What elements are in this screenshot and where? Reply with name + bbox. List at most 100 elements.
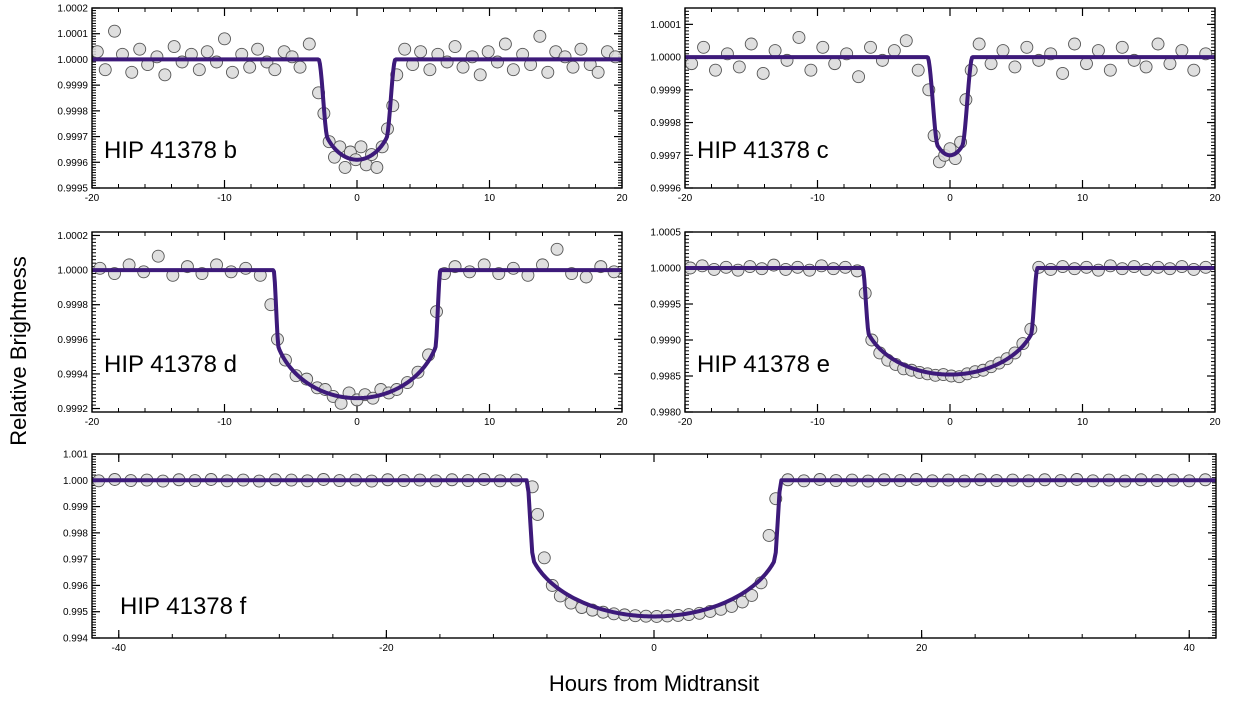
data-point <box>984 57 998 71</box>
panel-label: HIP 41378 b <box>104 137 237 164</box>
y-tick-label: 0.9990 <box>650 336 681 347</box>
panel-label: HIP 41378 d <box>104 351 237 378</box>
x-tick-label: -20 <box>379 643 394 654</box>
panel-1: 0.9995 0.9996 0.9997 0.9998 0.9999 1.0000 1.00… <box>57 4 628 205</box>
data-point <box>852 70 866 84</box>
panels-layer: 0.99950.99960.99970.99980.99991.00001.00… <box>57 4 1221 655</box>
panel-frame <box>91 453 1217 639</box>
data-point <box>803 263 816 277</box>
data-point <box>685 57 699 71</box>
data-point <box>541 65 555 79</box>
data-point <box>243 60 257 74</box>
data-point <box>1139 60 1153 74</box>
data-point <box>792 31 806 44</box>
y-tick-label: 1.0002 <box>57 231 88 242</box>
data-point <box>192 63 206 77</box>
data-point <box>744 37 758 51</box>
data-point <box>98 63 112 77</box>
data-point <box>1175 44 1189 57</box>
data-point <box>108 24 121 38</box>
data-point <box>531 508 545 521</box>
data-point <box>537 551 551 565</box>
data-point <box>1091 44 1105 57</box>
y-tick-label: 0.9996 <box>57 158 88 169</box>
data-point <box>972 37 986 51</box>
y-tick-label: 0.996 <box>63 581 88 592</box>
y-tick-label: 0.997 <box>63 555 88 566</box>
data-point <box>498 37 512 51</box>
y-tick-label: 0.9997 <box>57 132 88 143</box>
data-point <box>293 60 307 74</box>
data-point <box>302 37 316 51</box>
y-tick-label: 1.001 <box>63 450 88 461</box>
data-point <box>756 67 770 80</box>
y-tick-label: 0.9994 <box>57 369 88 380</box>
panel-5: 0.994 0.995 0.996 0.997 0.998 0.999 1.000 1.001… <box>63 450 1217 654</box>
y-tick-label: 0.9997 <box>650 151 681 162</box>
y-tick-label: 0.9995 <box>57 184 88 195</box>
x-tick-label: -20 <box>678 193 693 204</box>
y-tick-label: 0.995 <box>63 607 88 618</box>
data-point <box>225 65 239 79</box>
y-axis-title: Relative Brightness <box>6 256 31 446</box>
data-point <box>1187 63 1201 77</box>
data-point <box>735 595 749 609</box>
data-point <box>133 42 147 56</box>
x-tick-label: 20 <box>616 193 628 204</box>
x-tick-label: 40 <box>1184 643 1196 654</box>
y-tick-label: 1.0000 <box>57 266 88 277</box>
y-tick-label: 0.998 <box>63 528 88 539</box>
data-point <box>828 57 842 71</box>
data-point <box>864 40 877 54</box>
data-point <box>887 44 901 57</box>
transit-model-line <box>92 57 622 162</box>
y-tick-label: 0.9992 <box>57 404 88 415</box>
y-tick-label: 1.0005 <box>650 228 681 239</box>
data-point <box>456 60 470 74</box>
data-point <box>768 44 782 57</box>
data-point <box>697 40 710 54</box>
y-tick-label: 0.9996 <box>650 184 681 195</box>
data-point <box>1091 263 1105 277</box>
data-point <box>251 42 265 56</box>
data-point <box>1163 57 1177 71</box>
data-point <box>804 63 818 77</box>
y-tick-label: 1.0002 <box>57 4 88 15</box>
data-point <box>1080 57 1093 71</box>
y-tick-label: 1.0000 <box>57 55 88 66</box>
y-tick-label: 0.999 <box>63 502 88 513</box>
data-point <box>591 65 605 79</box>
panel-frame <box>91 7 623 189</box>
x-tick-label: -20 <box>678 417 693 428</box>
x-tick-label: 10 <box>484 417 496 428</box>
data-point <box>473 68 487 82</box>
y-tick-label: 1.0000 <box>650 53 681 64</box>
data-point <box>579 270 593 284</box>
panel-frame <box>684 7 1216 189</box>
x-tick-label: -20 <box>85 193 100 204</box>
x-tick-label: 0 <box>947 193 953 204</box>
x-tick-label: 20 <box>616 417 628 428</box>
x-tick-label: -10 <box>217 193 232 204</box>
data-point <box>1115 40 1129 54</box>
data-point <box>414 45 428 59</box>
data-point <box>815 259 828 273</box>
x-axis-title: Hours from Midtransit <box>549 671 759 696</box>
x-tick-label: 20 <box>1209 193 1221 204</box>
data-point <box>506 63 520 77</box>
data-point <box>816 40 830 54</box>
panel-4: 0.9980 0.9985 0.9990 0.9995 1.0000 1.0005 -20 -… <box>650 228 1221 429</box>
data-point <box>125 65 139 79</box>
data-point <box>899 34 913 48</box>
y-tick-label: 0.9998 <box>650 118 681 129</box>
panel-label: HIP 41378 e <box>697 351 830 378</box>
x-tick-label: 20 <box>1209 417 1221 428</box>
y-tick-label: 1.0001 <box>57 29 88 40</box>
data-point <box>448 40 462 54</box>
transit-model-line <box>92 268 622 401</box>
data-point <box>1103 259 1117 273</box>
y-tick-label: 0.9998 <box>57 300 88 311</box>
data-point <box>1056 67 1070 80</box>
data-point <box>370 160 384 174</box>
transit-model-line <box>685 266 1215 377</box>
